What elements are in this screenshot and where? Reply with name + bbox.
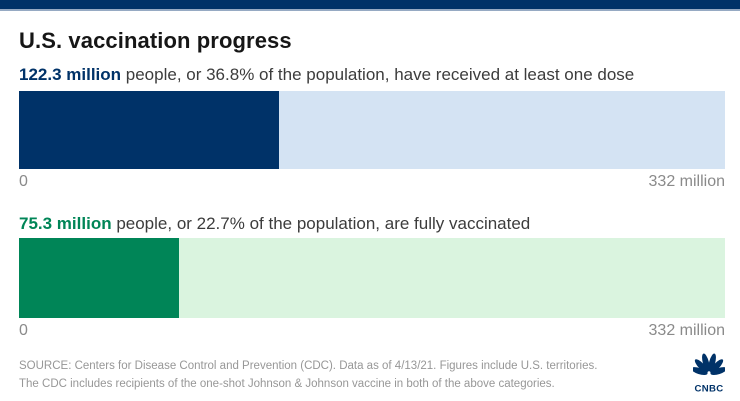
axis-row-one-dose: 0 332 million xyxy=(19,172,725,191)
stat-value-one-dose: 122.3 million xyxy=(19,65,122,84)
chart-content: U.S. vaccination progress 122.3 million … xyxy=(0,27,740,340)
source-line-1: SOURCE: Centers for Disease Control and … xyxy=(19,360,598,372)
page-title: U.S. vaccination progress xyxy=(19,28,292,53)
source-note: SOURCE: Centers for Disease Control and … xyxy=(19,357,597,393)
stat-text-fully-vaccinated: people, or 22.7% of the population, are … xyxy=(111,214,531,233)
progress-track-one-dose xyxy=(19,91,725,169)
progress-fill-fully-vaccinated xyxy=(19,238,180,318)
axis-min-label: 0 xyxy=(19,173,28,190)
top-accent-bar xyxy=(0,0,740,11)
progress-track-fully-vaccinated xyxy=(19,238,725,318)
stat-line-fully-vaccinated: 75.3 million people, or 22.7% of the pop… xyxy=(19,214,725,234)
source-line-2: The CDC includes recipients of the one-s… xyxy=(19,378,555,390)
cnbc-peacock-icon: CNBC xyxy=(693,353,725,393)
stat-value-fully-vaccinated: 75.3 million xyxy=(19,214,112,233)
axis-max-label: 332 million xyxy=(648,173,725,190)
stat-text-one-dose: people, or 36.8% of the population, have… xyxy=(121,65,635,84)
stat-line-one-dose: 122.3 million people, or 36.8% of the po… xyxy=(19,65,725,85)
axis-min-label: 0 xyxy=(19,322,28,339)
axis-row-fully-vaccinated: 0 332 million xyxy=(19,321,725,340)
axis-max-label: 332 million xyxy=(648,322,725,339)
cnbc-logo-text: CNBC xyxy=(695,384,724,393)
cnbc-logo: CNBC xyxy=(693,353,725,393)
footer: SOURCE: Centers for Disease Control and … xyxy=(19,353,725,393)
progress-fill-one-dose xyxy=(19,91,279,169)
